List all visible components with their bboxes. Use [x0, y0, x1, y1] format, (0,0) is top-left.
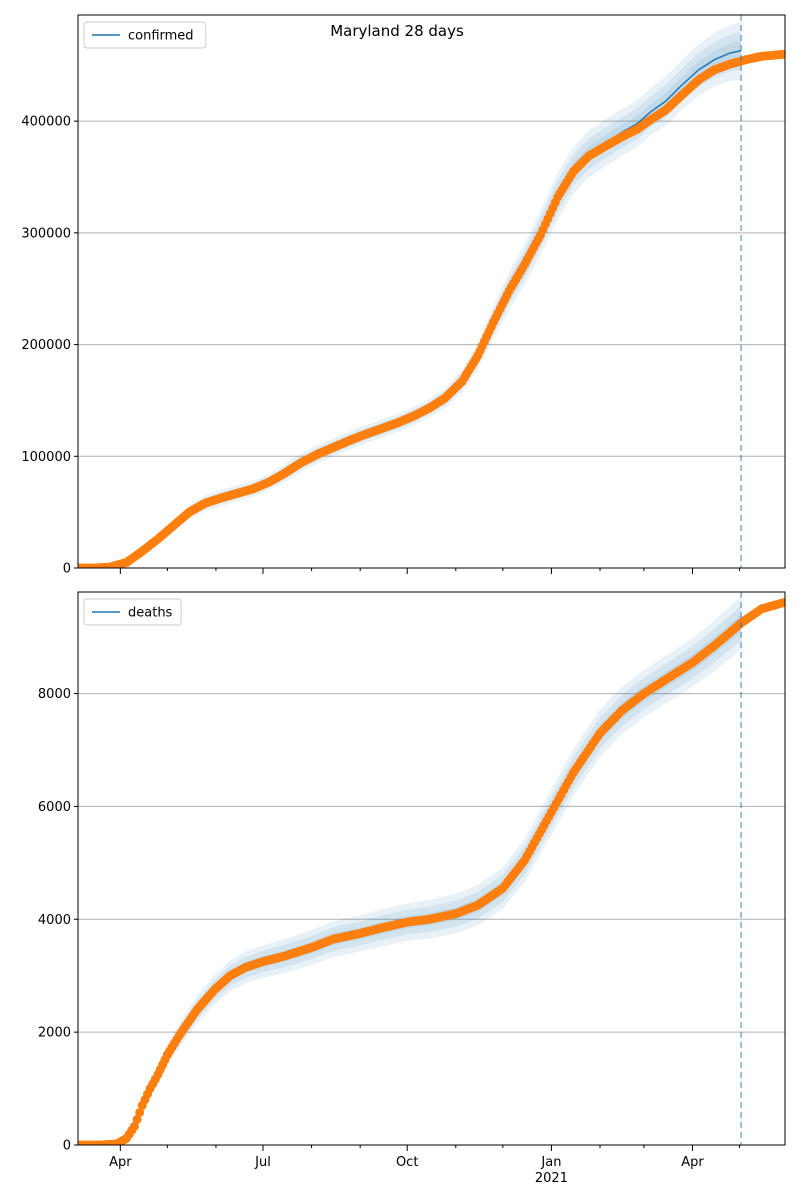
observed-points [78, 49, 785, 568]
y-tick-label: 4000 [38, 913, 71, 928]
data-point [132, 1114, 142, 1124]
uncertainty-band-3 [78, 614, 742, 1145]
legend-box [83, 21, 207, 49]
y-tick-label: 0 [63, 562, 71, 577]
y-tick-label: 8000 [38, 687, 71, 702]
legend-label: deaths [128, 606, 173, 621]
figure-title: Maryland 28 days [330, 22, 464, 40]
x-tick-label: Jan [540, 1155, 561, 1170]
y-tick-label: 0 [63, 1139, 71, 1154]
axes-frame [77, 591, 786, 1146]
legend: deaths [83, 598, 182, 626]
plot-area [78, 596, 785, 1145]
x-tick-label: Apr [109, 1155, 132, 1170]
plot-area [78, 21, 785, 568]
data-point [780, 597, 785, 607]
y-tick-label: 6000 [38, 800, 71, 815]
legend: confirmed [83, 21, 207, 49]
observed-points [78, 597, 785, 1145]
x-tick-label: Jul [254, 1155, 271, 1170]
uncertainty-band-2 [78, 605, 742, 1145]
y-tick-label: 200000 [21, 338, 71, 353]
x-tick-year-label: 2021 [535, 1171, 568, 1186]
data-point [129, 1121, 139, 1131]
uncertainty-band-2 [78, 31, 742, 568]
chart-panel-1: 0 100000 200000 300000 400000 confirmed [21, 14, 786, 577]
uncertainty-band-1 [78, 21, 742, 568]
data-point [780, 49, 785, 59]
y-tick-label: 100000 [21, 450, 71, 465]
x-tick-label: Oct [396, 1155, 418, 1170]
y-tick-label: 300000 [21, 226, 71, 241]
x-tick-label: Apr [681, 1155, 704, 1170]
y-tick-label: 400000 [21, 115, 71, 130]
legend-box [83, 598, 182, 626]
legend-label: confirmed [128, 29, 194, 44]
y-tick-label: 2000 [38, 1026, 71, 1041]
uncertainty-band-1 [78, 596, 742, 1145]
chart-panel-2: 0 2000 4000 6000 8000 Apr Jul Oct Jan Apr 2021 deat… [38, 591, 786, 1186]
axes-frame [77, 14, 786, 569]
data-point [135, 1107, 145, 1117]
